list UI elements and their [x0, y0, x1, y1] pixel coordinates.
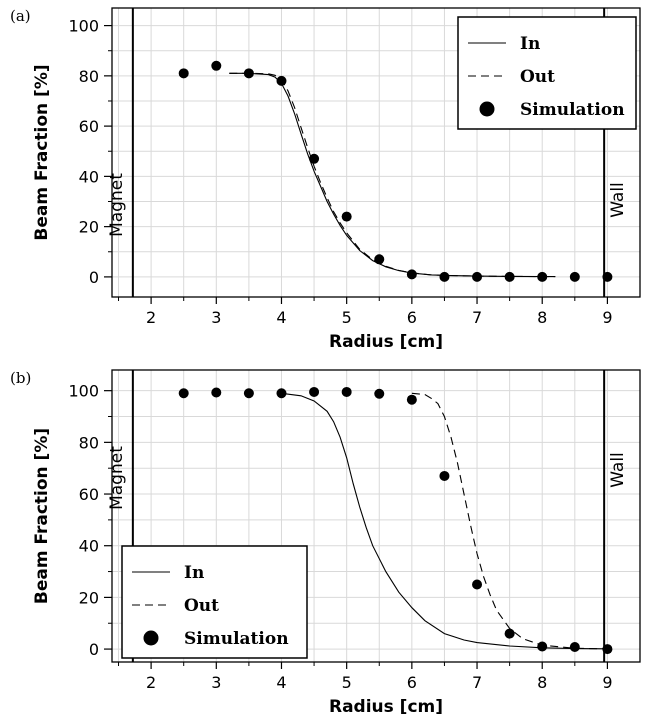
legend-label-out: Out: [184, 596, 219, 616]
simulation-point: [243, 68, 254, 79]
x-tick-label: 9: [602, 673, 612, 692]
simulation-point: [276, 75, 287, 86]
panel-label: (a): [10, 7, 31, 25]
simulation-point: [243, 388, 254, 399]
x-tick-label: 2: [146, 308, 156, 327]
x-tick-label: 3: [211, 673, 221, 692]
legend-marker-simulation: [143, 630, 159, 646]
simulation-point: [374, 388, 385, 399]
simulation-point: [276, 388, 287, 399]
simulation-point: [602, 644, 613, 655]
y-axis-title: Beam Fraction [%]: [32, 64, 52, 240]
y-tick-label: 60: [79, 117, 99, 136]
simulation-point: [406, 269, 417, 280]
x-axis-title: Radius [cm]: [329, 332, 443, 352]
y-tick-label: 0: [89, 268, 99, 287]
y-tick-label: 20: [79, 588, 99, 607]
magnet-label: Magnet: [107, 446, 127, 510]
y-tick-label: 100: [68, 17, 99, 36]
series-in-line: [281, 392, 608, 650]
y-tick-label: 100: [68, 382, 99, 401]
plot-area: [178, 60, 613, 282]
panel-label: (b): [10, 369, 31, 387]
x-tick-label: 8: [537, 673, 547, 692]
simulation-point: [537, 641, 548, 652]
panel-a: 2 3 4 5 6 7 8 9 0 20 40 60 80 100 Radius [cm] Beam Frac…: [10, 7, 641, 352]
plot-area: [178, 386, 613, 655]
simulation-point: [211, 387, 222, 398]
y-tick-label: 80: [79, 433, 99, 452]
y-tick-label: 80: [79, 67, 99, 86]
simulation-point: [537, 271, 548, 282]
x-tick-label: 4: [276, 308, 286, 327]
x-tick-label: 7: [472, 673, 482, 692]
simulation-point: [341, 211, 352, 222]
simulation-point: [504, 271, 515, 282]
legend: In Out Simulation: [457, 16, 637, 130]
x-axis-title: Radius [cm]: [329, 697, 443, 717]
simulation-point: [374, 254, 385, 265]
y-tick-label: 40: [79, 537, 99, 556]
x-tick-label: 7: [472, 308, 482, 327]
legend-label-in: In: [184, 563, 204, 583]
x-tick-label: 6: [407, 308, 417, 327]
simulation-point: [504, 628, 515, 639]
plot-frame: [111, 369, 641, 663]
legend: In Out Simulation: [121, 545, 308, 659]
simulation-point: [602, 271, 613, 282]
simulation-point: [309, 153, 320, 164]
panel-b: 2 3 4 5 6 7 8 9 0 20 40 60 80 100 Radius [cm] Beam Frac…: [10, 369, 641, 717]
x-tick-label: 9: [602, 308, 612, 327]
simulation-point: [211, 60, 222, 71]
legend-label-in: In: [520, 34, 540, 54]
x-tick-label: 8: [537, 308, 547, 327]
y-tick-label: 40: [79, 167, 99, 186]
x-tick-label: 5: [342, 308, 352, 327]
y-tick-label: 60: [79, 485, 99, 504]
simulation-point: [309, 386, 320, 397]
legend-label-simulation: Simulation: [520, 100, 625, 120]
x-tick-label: 5: [342, 673, 352, 692]
wall-label: Wall: [608, 182, 628, 218]
simulation-point: [569, 642, 580, 653]
wall-label: Wall: [608, 452, 628, 488]
simulation-point: [406, 394, 417, 405]
legend-label-out: Out: [520, 67, 555, 87]
y-axis-title: Beam Fraction [%]: [32, 428, 52, 604]
simulation-point: [341, 386, 352, 397]
simulation-point: [569, 271, 580, 282]
simulation-point: [178, 388, 189, 399]
x-tick-label: 4: [276, 673, 286, 692]
x-tick-label: 3: [211, 308, 221, 327]
simulation-point: [178, 68, 189, 79]
simulation-point: [439, 470, 450, 481]
legend-marker-simulation: [479, 101, 495, 117]
y-tick-label: 20: [79, 218, 99, 237]
x-tick-label: 2: [146, 673, 156, 692]
y-tick-label: 0: [89, 640, 99, 659]
legend-label-simulation: Simulation: [184, 629, 289, 649]
magnet-label: Magnet: [107, 173, 127, 237]
simulation-point: [472, 579, 483, 590]
simulation-point: [472, 271, 483, 282]
plot-frame: [111, 7, 641, 298]
series-out-line: [411, 392, 608, 650]
x-tick-label: 6: [407, 673, 417, 692]
simulation-point: [439, 271, 450, 282]
